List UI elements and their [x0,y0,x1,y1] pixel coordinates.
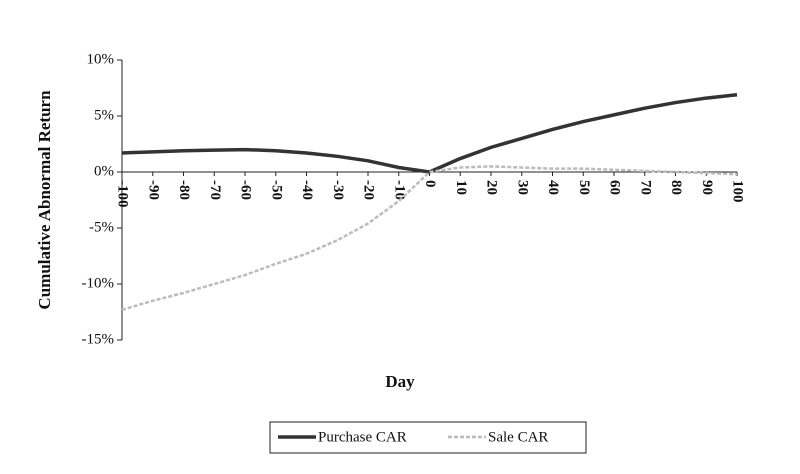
x-tick-label: -100 [115,180,131,208]
legend-box [269,421,587,454]
x-tick-label: -90 [145,180,161,200]
x-tick-label: 0 [422,180,438,188]
x-tick-label: -40 [299,180,315,200]
y-tick-label: -5% [89,219,114,235]
y-tick-label: -15% [82,331,115,347]
legend-label: Purchase CAR [318,429,407,445]
series-line [121,165,738,311]
x-tick-label: 60 [607,180,623,195]
x-tick-label: 30 [514,180,530,195]
x-tick-label: -80 [176,180,192,200]
x-tick-label: 100 [730,180,746,203]
x-tick-label: 80 [668,180,684,195]
x-tick-label: -50 [268,180,284,200]
x-tick-label: -70 [207,180,223,200]
y-tick-label: 5% [94,107,114,123]
x-tick-label: 90 [699,180,715,195]
x-tick-label: -60 [238,180,254,200]
legend-label: Sale CAR [488,429,548,445]
x-tick-label: 10 [453,180,469,195]
series-line [121,92,738,174]
y-tick-label: -10% [82,275,115,291]
x-tick-label: 50 [576,180,592,195]
y-tick-label: 0% [94,163,114,179]
x-tick-label: -30 [330,180,346,200]
x-tick-label: 20 [484,180,500,195]
y-axis-label: Cumulative Abnormal Return [35,90,54,310]
y-tick-label: 10% [87,51,115,67]
x-tick-label: 40 [545,180,561,195]
x-tick-label: 70 [637,180,653,195]
x-tick-label: -20 [361,180,377,200]
x-axis-label: Day [385,372,415,391]
x-tick-label: -10 [391,180,407,200]
